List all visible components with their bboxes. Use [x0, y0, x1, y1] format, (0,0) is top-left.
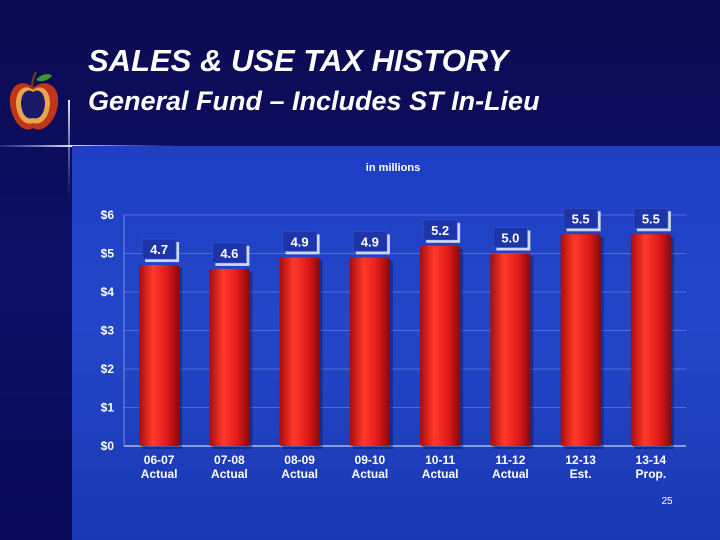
chart-panel: in millions $0 $1 $2 $3 $4 $5 $6 4.7 06-07 Actual 4…	[72, 146, 720, 540]
value-label: 5.5	[642, 211, 660, 226]
bar	[279, 257, 320, 446]
x-tick-label: Prop.	[636, 467, 667, 481]
value-label-box	[282, 231, 317, 252]
x-tick-label: 09-10	[355, 453, 386, 467]
y-tick-label: $0	[101, 439, 115, 453]
bar	[139, 265, 180, 446]
y-tick-label: $1	[101, 401, 115, 415]
x-tick-label: Actual	[141, 467, 178, 481]
value-label: 5.2	[431, 223, 449, 238]
bar	[349, 257, 390, 446]
y-tick-label: $3	[101, 324, 115, 338]
value-label-box	[493, 227, 528, 248]
x-tick-label: Actual	[211, 467, 248, 481]
bar	[490, 253, 531, 446]
bar	[560, 234, 601, 446]
chart-title: in millions	[366, 162, 420, 174]
x-tick-label: 08-09	[284, 453, 315, 467]
x-tick-label: Actual	[422, 467, 459, 481]
value-label: 4.7	[150, 242, 168, 257]
x-tick-label: 10-11	[425, 453, 455, 467]
value-label-box	[563, 207, 598, 229]
value-label-box	[633, 207, 669, 229]
slide-title: SALES & USE TAX HISTORY	[88, 43, 509, 78]
x-tick-label: 11-12	[495, 453, 525, 467]
x-tick-label: 07-08	[214, 453, 245, 467]
bar	[630, 234, 671, 446]
y-tick-label: $4	[101, 285, 115, 299]
value-label: 4.9	[291, 234, 309, 249]
value-label: 4.6	[220, 246, 238, 261]
apple-logo-icon	[9, 71, 59, 130]
value-label-box	[422, 219, 458, 241]
value-label: 4.9	[361, 234, 379, 249]
bar-chart: in millions$0$1$2$3$4$5$64.706-07Actual4…	[101, 162, 686, 481]
x-tick-label: 06-07	[144, 453, 175, 467]
bar	[420, 245, 461, 446]
value-label: 5.5	[572, 211, 590, 226]
y-tick-label: $6	[101, 208, 115, 222]
x-tick-label: Actual	[281, 467, 318, 481]
value-label-box	[352, 231, 388, 252]
value-label: 5.0	[501, 231, 519, 246]
bar	[209, 268, 250, 446]
y-tick-label: $5	[101, 247, 115, 261]
x-tick-label: 12-13	[565, 453, 596, 467]
slide-number: 25	[661, 496, 673, 507]
value-label-box	[141, 238, 177, 260]
x-tick-label: Est.	[570, 467, 592, 481]
x-tick-label: Actual	[352, 467, 389, 481]
y-tick-label: $2	[101, 362, 115, 376]
x-tick-label: 13-14	[636, 453, 667, 467]
slide-subtitle: General Fund – Includes ST In-Lieu	[88, 86, 540, 116]
x-tick-label: Actual	[492, 467, 529, 481]
value-label-box	[212, 242, 247, 264]
